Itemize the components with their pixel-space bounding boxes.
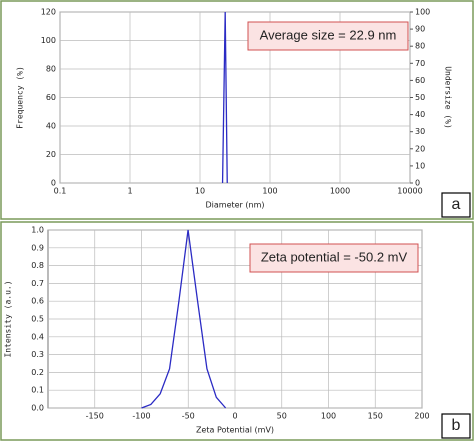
x-tick-label: 50 xyxy=(277,412,287,421)
y2-tick-label: 30 xyxy=(415,127,425,136)
x-tick-label: -100 xyxy=(132,412,150,421)
y2-tick-label: 70 xyxy=(415,59,425,68)
data-line xyxy=(141,229,227,409)
data-line xyxy=(221,11,228,184)
y2-tick-label: 0 xyxy=(415,179,420,188)
y-tick-label: 0.5 xyxy=(31,315,44,324)
x-tick-label: 150 xyxy=(368,412,383,421)
y-tick-label: 0.3 xyxy=(31,350,44,359)
panel-label-box xyxy=(441,192,471,218)
x-tick-label: -150 xyxy=(86,412,104,421)
annotation: Zeta potential = -50.2 mV xyxy=(261,249,408,264)
y2-tick-label: 90 xyxy=(415,25,425,34)
annotation: Average size = 22.9 nm xyxy=(260,27,397,42)
x-tick-label: 0.1 xyxy=(54,187,67,196)
panel-label: b xyxy=(452,417,461,434)
annotation-box xyxy=(247,21,409,51)
y-tick-label: 60 xyxy=(46,93,56,102)
panel-b-border xyxy=(0,221,474,441)
y-tick-label: 40 xyxy=(46,122,56,131)
x-tick-label: 10000 xyxy=(397,187,422,196)
panel-label-box xyxy=(441,413,471,439)
x-tick-label: 1000 xyxy=(330,187,350,196)
y2-tick-label: 100 xyxy=(415,8,430,17)
y2-tick-label: 80 xyxy=(415,42,425,51)
y-tick-label: 1.0 xyxy=(31,226,44,235)
annotation-box xyxy=(249,243,419,273)
y-tick-label: 0.9 xyxy=(31,243,44,252)
x-tick-label: 1 xyxy=(127,187,132,196)
y-tick-label: 0.7 xyxy=(31,279,44,288)
y-tick-label: 20 xyxy=(46,150,56,159)
x-tick-label: -50 xyxy=(182,412,195,421)
y-tick-label: 0 xyxy=(51,179,56,188)
y-tick-label: 100 xyxy=(41,36,56,45)
y2-tick-label: 20 xyxy=(415,144,425,153)
y2-axis-label: Undersize (%) xyxy=(444,66,453,129)
y-axis-label: Frequency (%) xyxy=(16,66,25,129)
y-tick-label: 0.0 xyxy=(31,404,44,413)
y2-tick-label: 60 xyxy=(415,76,425,85)
y-tick-label: 0.4 xyxy=(31,332,44,341)
y2-tick-label: 40 xyxy=(415,110,425,119)
y-tick-label: 0.1 xyxy=(31,386,44,395)
y-tick-label: 80 xyxy=(46,65,56,74)
x-axis-label: Zeta Potential (mV) xyxy=(196,426,274,435)
y2-tick-label: 50 xyxy=(415,93,425,102)
x-tick-label: 10 xyxy=(195,187,205,196)
x-tick-label: 0 xyxy=(232,412,237,421)
y-tick-label: 0.2 xyxy=(31,368,44,377)
x-tick-label: 200 xyxy=(414,412,429,421)
x-tick-label: 100 xyxy=(262,187,277,196)
y2-tick-label: 10 xyxy=(415,161,425,170)
x-tick-label: 100 xyxy=(321,412,336,421)
y-tick-label: 120 xyxy=(41,8,56,17)
panel-a-border xyxy=(0,0,474,220)
x-axis-label: Diameter (nm) xyxy=(206,201,265,210)
panel-label: a xyxy=(452,196,461,213)
y-axis-label: Intensity (a.u.) xyxy=(4,280,13,357)
y-tick-label: 0.8 xyxy=(31,261,44,270)
y-tick-label: 0.6 xyxy=(31,297,44,306)
